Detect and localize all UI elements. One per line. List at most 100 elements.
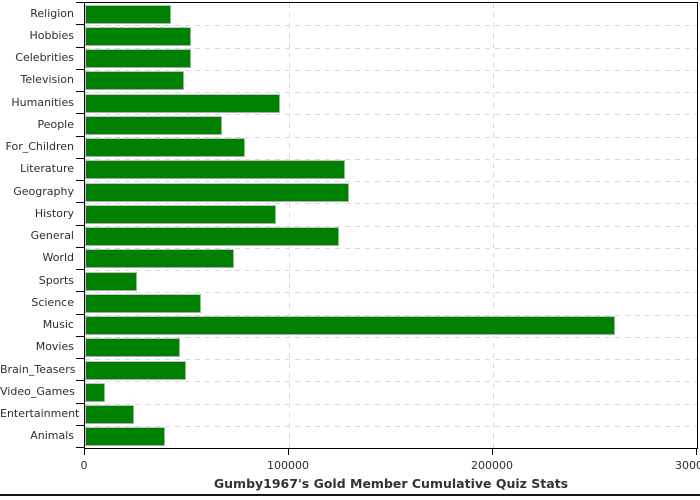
bar-music — [85, 316, 616, 336]
gridline-h — [85, 158, 697, 160]
gridline-v — [289, 3, 290, 448]
y-tick — [76, 91, 85, 92]
gridline-h — [85, 270, 697, 271]
x-axis-tick-label: 0 — [80, 459, 88, 472]
y-tick — [76, 402, 85, 404]
bar-literature — [85, 160, 346, 180]
gridline-h — [85, 314, 697, 316]
bar-row-hobbies — [85, 25, 697, 47]
gridline-h — [85, 92, 697, 93]
y-axis-label: Religion — [30, 6, 74, 20]
bar-row-people — [85, 114, 697, 136]
y-tick — [76, 135, 85, 137]
bar-row-history — [85, 203, 697, 225]
y-tick — [76, 380, 85, 382]
plot-area — [84, 2, 698, 449]
bar-humanities — [85, 93, 280, 113]
y-tick — [76, 246, 85, 248]
y-axis-label: Brain_Teasers — [0, 362, 76, 376]
bar-brain_teasers — [85, 360, 186, 380]
y-axis-label: Music — [42, 318, 74, 332]
gridline-h — [85, 381, 697, 383]
y-axis-label: Sports — [38, 273, 74, 287]
y-axis-label: Humanities — [11, 95, 74, 109]
y-axis-label: Celebrities — [15, 51, 74, 65]
bar-people — [85, 115, 222, 135]
bar-hobbies — [85, 26, 192, 46]
bar-row-literature — [85, 159, 697, 181]
y-axis-label: General — [30, 229, 74, 243]
chart-title: Gumby1967's Gold Member Cumulative Quiz … — [213, 476, 569, 491]
bar-row-general — [85, 226, 697, 248]
bar-science — [85, 293, 202, 313]
bar-row-music — [85, 315, 697, 337]
bar-row-for_children — [85, 137, 697, 159]
bar-video_games — [85, 382, 106, 402]
bar-row-entertainment — [85, 404, 697, 426]
bar-row-video_games — [85, 381, 697, 403]
bar-row-brain_teasers — [85, 359, 697, 381]
bar-geography — [85, 182, 350, 202]
y-tick — [76, 113, 85, 115]
bar-row-science — [85, 292, 697, 314]
y-axis-label: Movies — [35, 340, 74, 354]
y-tick — [76, 68, 85, 70]
y-axis-label: Television — [20, 73, 75, 87]
y-tick — [76, 2, 85, 3]
y-axis-label: History — [34, 206, 74, 220]
y-axis-label: People — [37, 117, 74, 131]
x-tick — [288, 449, 289, 455]
x-tick — [492, 449, 493, 455]
y-tick — [76, 24, 85, 26]
y-axis-label: Animals — [30, 429, 74, 443]
bar-religion — [85, 4, 171, 24]
bar-general — [85, 227, 339, 247]
bar-for_children — [85, 138, 246, 158]
y-tick — [76, 46, 85, 48]
y-tick — [76, 335, 85, 337]
bar-row-celebrities — [85, 48, 697, 70]
x-axis-tick-label: 200000 — [471, 459, 513, 472]
y-tick — [76, 202, 85, 204]
bar-television — [85, 71, 184, 91]
y-axis-label: World — [42, 251, 74, 265]
bar-movies — [85, 338, 180, 358]
gridline-h — [85, 247, 697, 249]
bar-row-humanities — [85, 92, 697, 114]
y-tick — [76, 447, 85, 448]
bar-entertainment — [85, 405, 134, 425]
gridline-h — [85, 403, 697, 405]
gridline-h — [85, 136, 697, 138]
y-axis-label: Hobbies — [29, 28, 74, 42]
bar-row-television — [85, 70, 697, 92]
x-axis-tick-label: 100000 — [267, 459, 309, 472]
gridline-h — [85, 425, 697, 427]
gridline-h — [85, 69, 697, 71]
gridline-h — [85, 292, 697, 294]
bar-row-sports — [85, 270, 697, 292]
bottom-separator — [0, 494, 700, 496]
y-tick — [76, 424, 85, 426]
gridline-h — [85, 359, 697, 360]
y-tick — [76, 224, 85, 226]
y-tick — [76, 313, 85, 315]
gridline-v — [493, 3, 494, 448]
y-axis-label: Science — [31, 295, 74, 309]
gridline-h — [85, 336, 697, 338]
y-tick — [76, 180, 85, 181]
x-axis-tick-label: 300000 — [675, 459, 700, 472]
y-tick — [76, 157, 85, 159]
bar-row-world — [85, 248, 697, 270]
x-tick — [696, 449, 697, 455]
gridline-h — [85, 225, 697, 227]
y-axis-label: Video_Games — [0, 384, 75, 398]
bar-world — [85, 249, 234, 269]
y-axis-label: Geography — [13, 184, 74, 198]
bar-row-religion — [85, 3, 697, 25]
bar-sports — [85, 271, 138, 291]
y-tick — [76, 358, 85, 359]
y-axis-label: Entertainment — [0, 407, 80, 421]
y-axis-label: Literature — [20, 162, 74, 176]
gridline-h — [85, 25, 697, 27]
y-axis-labels: Religion Hobbies Celebrities Television Huma… — [0, 2, 80, 449]
